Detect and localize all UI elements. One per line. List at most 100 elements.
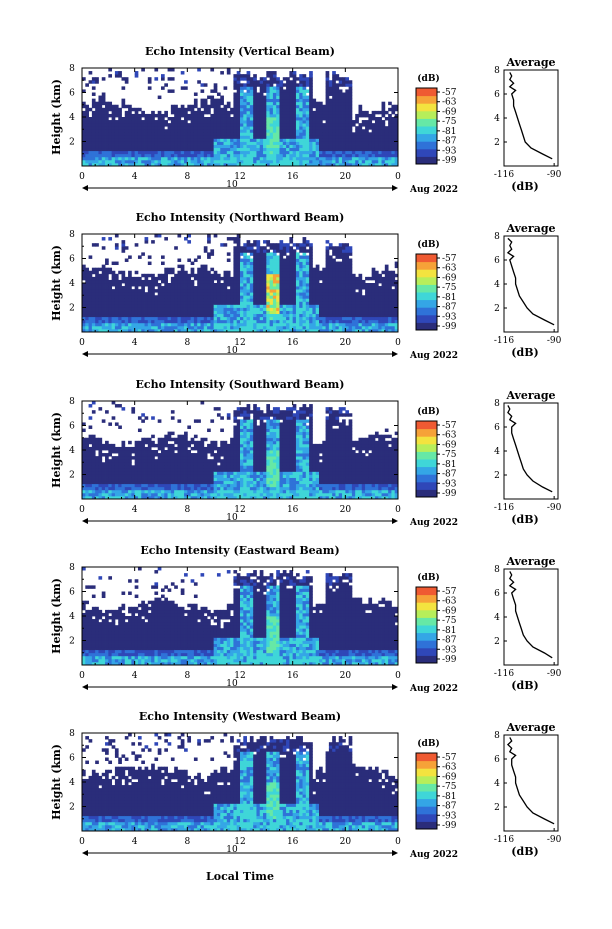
heatmap-cell — [246, 276, 251, 281]
heatmap-cell — [151, 304, 155, 308]
heatmap-cell — [98, 120, 103, 124]
heatmap-cell — [184, 328, 188, 333]
heatmap-cell — [282, 113, 287, 118]
heatmap-cell — [315, 101, 320, 106]
heatmap-cell — [269, 286, 274, 290]
heatmap-cell — [240, 316, 244, 321]
heatmap-cell — [161, 316, 165, 321]
heatmap-cell — [85, 440, 89, 445]
heatmap-cell — [161, 150, 165, 155]
heatmap-cell — [230, 310, 234, 315]
heatmap-cell — [302, 292, 307, 296]
heatmap-cell — [305, 80, 310, 84]
heatmap-cell — [295, 252, 300, 256]
heatmap-cell — [259, 249, 264, 253]
heatmap-cell — [312, 325, 317, 330]
heatmap-cell — [226, 319, 231, 324]
heatmap-cell — [243, 138, 247, 142]
heatmap-cell — [328, 104, 333, 109]
heatmap-cell — [88, 279, 93, 284]
heatmap-cell — [269, 264, 274, 269]
heatmap-cell — [147, 129, 152, 133]
heatmap-cell — [111, 450, 116, 454]
heatmap-cell — [335, 316, 340, 321]
heatmap-cell — [325, 276, 330, 281]
heatmap-cell — [338, 126, 343, 130]
heatmap-cell — [305, 141, 310, 145]
heatmap-cell — [325, 289, 330, 293]
heatmap-cell — [85, 462, 89, 466]
heatmap-cell — [121, 477, 126, 482]
heatmap-cell — [187, 289, 192, 293]
heatmap-cell — [197, 279, 201, 284]
heatmap-cell — [203, 156, 208, 161]
heatmap-cell — [134, 113, 139, 118]
heatmap-cell — [105, 113, 109, 118]
heatmap-cell — [272, 120, 277, 124]
heatmap-cell — [269, 86, 274, 90]
heatmap-cell — [85, 117, 89, 121]
heatmap-cell — [82, 483, 86, 488]
heatmap-cell — [128, 489, 132, 494]
heatmap-cell — [88, 255, 93, 259]
heatmap-cell — [305, 292, 310, 296]
heatmap-cell — [286, 126, 290, 130]
heatmap-cell — [305, 113, 310, 118]
heatmap-cell — [276, 304, 280, 308]
heatmap-cell — [315, 104, 320, 109]
heatmap-cell — [361, 159, 366, 164]
heatmap-cell — [95, 462, 99, 466]
heatmap-cell — [253, 80, 257, 84]
heatmap-cell — [391, 301, 396, 305]
heatmap-cell — [197, 113, 201, 118]
heatmap-cell — [233, 107, 238, 112]
heatmap-cell — [328, 156, 333, 161]
heatmap-cell — [200, 304, 205, 308]
heatmap-cell — [335, 120, 340, 124]
heatmap-cell — [355, 144, 359, 149]
heatmap-cell — [335, 74, 340, 78]
heatmap-cell — [131, 483, 136, 488]
heatmap-cell — [309, 316, 313, 321]
heatmap-cell — [384, 292, 389, 296]
heatmap-cell — [154, 313, 159, 318]
heatmap-cell — [342, 129, 346, 133]
heatmap-cell — [309, 147, 313, 152]
heatmap-cell — [85, 477, 89, 482]
heatmap-cell — [286, 117, 290, 121]
heatmap-cell — [289, 120, 294, 124]
heatmap-cell — [124, 471, 129, 475]
heatmap-cell — [272, 129, 277, 133]
heatmap-cell — [223, 104, 228, 109]
heatmap-cell — [295, 159, 300, 164]
heatmap-cell — [322, 135, 326, 139]
heatmap-cell — [263, 123, 267, 127]
heatmap-cell — [197, 132, 201, 136]
heatmap-cell — [82, 446, 86, 451]
heatmap-cell — [193, 310, 198, 315]
heatmap-cell — [121, 276, 126, 281]
heatmap-cell — [105, 316, 109, 321]
heatmap-cell — [236, 74, 241, 78]
heatmap-cell — [292, 313, 297, 318]
heatmap-cell — [105, 270, 109, 275]
heatmap-cell — [128, 107, 132, 112]
heatmap-cell — [207, 126, 211, 130]
heatmap-cell — [193, 292, 198, 296]
heatmap-cell — [368, 147, 373, 152]
heatmap-cell — [259, 252, 264, 256]
heatmap-cell — [220, 313, 224, 318]
heatmap-cells — [82, 68, 399, 167]
heatmap-cell — [98, 471, 103, 475]
heatmap-cell — [121, 495, 126, 500]
heatmap-cell — [95, 276, 99, 281]
heatmap-cell — [167, 141, 172, 145]
heatmap-cell — [230, 295, 234, 299]
heatmap-cell — [345, 107, 350, 112]
heatmap-cell — [249, 313, 254, 318]
heatmap-cell — [253, 113, 257, 118]
heatmap-cell — [98, 98, 103, 103]
heatmap-cell — [101, 295, 106, 299]
heatmap-cell — [295, 92, 300, 96]
heatmap-cell — [266, 120, 271, 124]
